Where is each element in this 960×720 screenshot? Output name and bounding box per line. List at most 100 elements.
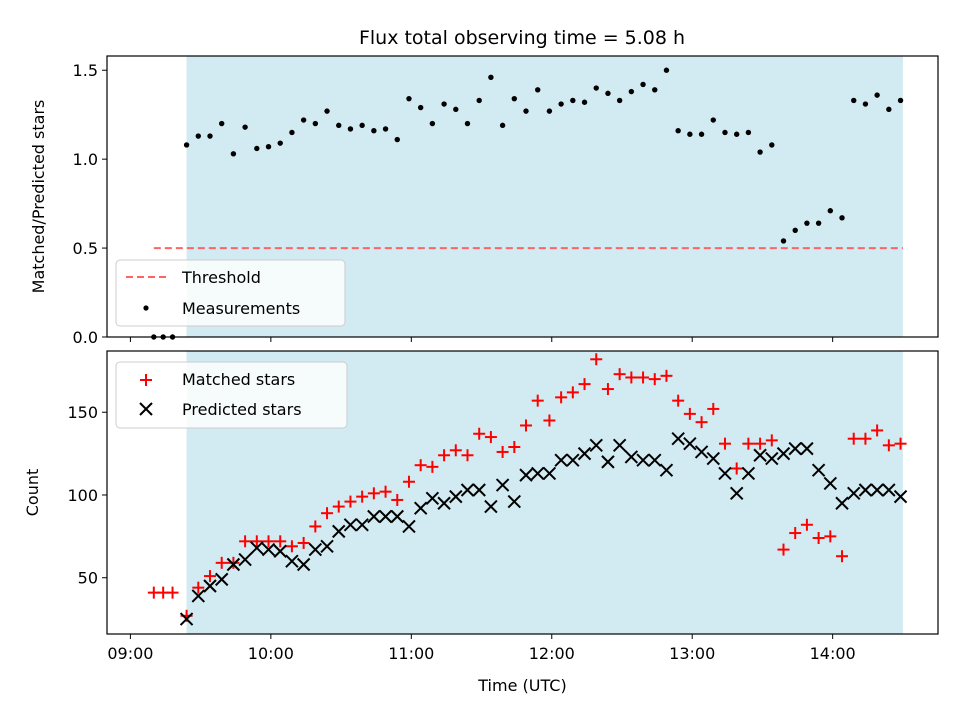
predicted-star-point: [390, 509, 404, 524]
y-tick-label: 1.5: [73, 61, 98, 80]
matched-star-point: [379, 485, 392, 498]
matched-star-point: [531, 394, 544, 407]
predicted-star-point: [226, 557, 241, 572]
matched-star-point: [613, 368, 626, 381]
legend-measurements-swatch: [143, 305, 149, 311]
matched-star-point: [824, 530, 837, 543]
ratio-y-axis: 0.0 0.5 1.0 1.5: [73, 61, 107, 347]
predicted-star-point: [472, 483, 486, 497]
matched-star-point: [601, 383, 614, 396]
count-legend-box: [115, 361, 348, 429]
predicted-star-point: [893, 489, 908, 504]
predicted-star-point: [355, 518, 369, 532]
measurement-point: [219, 120, 225, 127]
matched-star-point: [332, 500, 345, 513]
measurement-point: [581, 99, 588, 105]
matched-stars-series: [147, 353, 907, 622]
matched-star-point: [660, 369, 673, 382]
matched-star-point: [473, 427, 486, 440]
predicted-star-point: [589, 438, 603, 453]
predicted-star-point: [531, 466, 545, 481]
predicted-star-point: [694, 445, 709, 459]
predicted-star-point: [718, 466, 732, 481]
measurement-point: [815, 220, 822, 226]
measurement-point: [406, 95, 412, 102]
matched-star-point: [356, 490, 369, 503]
x-tick-label: 13:00: [669, 644, 715, 663]
count-y-axis-label: Count: [23, 469, 42, 517]
predicted-star-point: [659, 463, 674, 477]
matched-star-point: [426, 460, 439, 473]
measurement-point: [417, 104, 424, 111]
matched-star-point: [765, 434, 778, 447]
measurement-point: [230, 151, 237, 157]
measurement-point: [593, 85, 599, 91]
matched-star-point: [882, 439, 895, 452]
predicted-star-point: [296, 557, 311, 572]
measurement-point: [523, 108, 529, 114]
matched-star-point: [496, 445, 509, 458]
measurement-point: [827, 208, 834, 214]
count-panel-frame: [106, 350, 939, 635]
predicted-star-point: [191, 589, 206, 603]
count-x-axis: 09:00 10:00 11:00 12:00 13:00 14:00: [107, 634, 856, 663]
legend-matched-swatch: [140, 374, 152, 386]
predicted-star-point: [542, 466, 557, 481]
matched-star-point: [707, 402, 720, 415]
measurement-point: [289, 129, 295, 136]
x-tick-label: 11:00: [388, 644, 434, 663]
measurement-point: [687, 131, 693, 137]
matched-star-point: [391, 493, 404, 506]
time-x-axis-label: Time (UTC): [477, 676, 566, 695]
matched-star-point: [402, 475, 415, 488]
legend-matched-label: Matched stars: [182, 370, 295, 389]
ratio-panel-frame: [106, 55, 939, 338]
x-tick-label: 10:00: [248, 644, 294, 663]
predicted-star-point: [554, 453, 568, 467]
matched-star-point: [730, 462, 743, 475]
y-tick-label: 1.0: [73, 150, 98, 169]
measurement-point: [652, 87, 658, 93]
matched-star-point: [847, 432, 860, 445]
matched-star-point: [438, 449, 451, 462]
legend-measurements-label: Measurements: [182, 299, 300, 318]
measurement-point: [499, 122, 506, 129]
ratio-panel: 0.0 0.5 1.0 1.5 Matched/Predicted stars Thr…: [29, 55, 939, 347]
predicted-star-point: [484, 499, 498, 514]
measurement-point: [336, 122, 342, 129]
predicted-star-point: [612, 438, 627, 453]
predicted-star-point: [332, 524, 346, 539]
measurement-point: [476, 97, 482, 104]
measurement-point: [371, 127, 377, 134]
measurement-point: [511, 95, 518, 102]
measurement-point: [757, 149, 763, 155]
chart-title: Flux total observing time = 5.08 h: [359, 27, 685, 49]
predicted-star-point: [343, 518, 358, 532]
predicted-star-point: [261, 542, 276, 557]
measurement-point: [862, 101, 869, 107]
measurement-point: [464, 120, 471, 127]
matched-star-point: [508, 440, 521, 453]
y-tick-label: 0.5: [73, 239, 98, 258]
matched-star-point: [718, 437, 731, 450]
y-tick-label: 100: [67, 486, 98, 505]
measurement-point: [324, 108, 330, 114]
x-tick-label: 14:00: [810, 644, 856, 663]
measurement-point: [546, 108, 553, 114]
matched-star-point: [894, 437, 907, 450]
predicted-star-point: [402, 519, 416, 534]
predicted-star-point: [882, 483, 896, 497]
predicted-star-point: [776, 446, 791, 461]
matched-star-point: [203, 570, 216, 583]
measurement-point: [242, 124, 248, 130]
matched-star-point: [859, 432, 872, 445]
matched-star-point: [578, 378, 591, 391]
matched-star-point: [789, 527, 802, 540]
predicted-star-point: [273, 544, 287, 558]
predicted-star-point: [519, 468, 533, 482]
matched-star-point: [800, 518, 813, 531]
measurement-point: [429, 120, 436, 127]
measurement-point: [535, 87, 541, 93]
ratio-x-axis: [129, 337, 834, 342]
